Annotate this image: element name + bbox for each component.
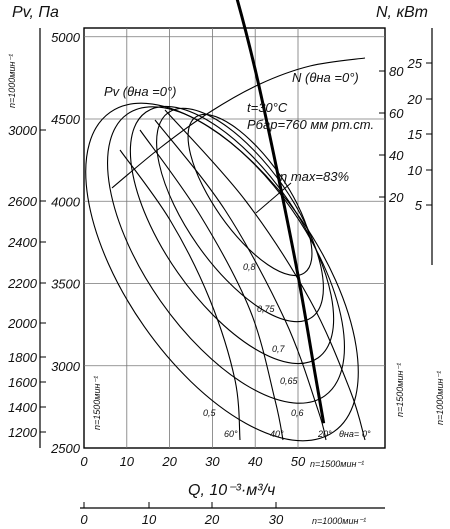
n-tick-1500-80: 80 xyxy=(389,64,404,79)
eff-label-0-5: 0,5 xyxy=(203,408,217,418)
efficiency-labels: 0,8 0,75 0,7 0,65 0,6 0,5 xyxy=(203,262,304,418)
y-tick-1500-5000: 5000 xyxy=(51,30,81,45)
power-curve xyxy=(111,57,366,189)
y-tick-1000-1800: 1800 xyxy=(8,350,38,365)
rpm-label-right-1500: n=1500мин⁻¹ xyxy=(395,363,405,417)
efficiency-loop-0 xyxy=(187,113,313,277)
rpm-label-right-1000: n=1000мин⁻¹ xyxy=(435,371,445,425)
efficiency-loop-4 xyxy=(85,102,359,442)
x-tick-1000-10: 10 xyxy=(142,512,157,527)
eff-label-0-65: 0,65 xyxy=(280,376,299,386)
plot-frame xyxy=(83,27,386,449)
grid xyxy=(84,28,385,448)
angle-label-60: 60° xyxy=(224,429,238,439)
y-tick-1000-1600: 1600 xyxy=(8,375,38,390)
n-tick-1000-20: 20 xyxy=(407,92,423,107)
eta-max-leader xyxy=(255,182,292,214)
n-tick-1500-20: 20 xyxy=(388,190,404,205)
efficiency-curves xyxy=(85,102,359,442)
y-tick-1500-4500: 4500 xyxy=(51,112,81,127)
n-tick-1000-15: 15 xyxy=(408,127,423,142)
efficiency-loop-2 xyxy=(129,105,335,365)
blade-angle-curves xyxy=(119,109,366,441)
x-tick-1500-20: 20 xyxy=(161,454,177,469)
y-tick-1500-2500: 2500 xyxy=(50,441,81,456)
rpm-label-left-1500: n=1500мин⁻¹ xyxy=(92,376,102,430)
eff-label-0-8: 0,8 xyxy=(243,262,256,272)
y-tick-1500-3000: 3000 xyxy=(51,359,81,374)
y-axis-title-power: N, кВт xyxy=(376,4,428,21)
angle-label-40: 40° xyxy=(270,429,284,439)
y-tick-1000-2000: 2000 xyxy=(7,316,38,331)
x-tick-1000-20: 20 xyxy=(204,512,220,527)
x-tick-1500-10: 10 xyxy=(120,454,135,469)
efficiency-loop-1 xyxy=(156,107,324,323)
x-tick-1000-0: 0 xyxy=(80,512,88,527)
x-axis-title: Q, 10⁻³·м³/ч xyxy=(188,482,275,499)
blade-curve-1 xyxy=(139,129,284,441)
y-tick-1000-3000: 3000 xyxy=(8,123,38,138)
eff-label-0-75: 0,75 xyxy=(257,304,276,314)
pv-curve-label: Pv (θна =0°) xyxy=(104,84,177,99)
eff-label-0-6: 0,6 xyxy=(291,408,304,418)
pv-curve xyxy=(235,0,326,424)
y-tick-1000-1400: 1400 xyxy=(8,400,38,415)
x-tick-1000-30: 30 xyxy=(269,512,284,527)
n-tick-1000-5: 5 xyxy=(415,198,423,213)
blade-curve-0 xyxy=(119,149,241,441)
n-tick-1000-25: 25 xyxy=(407,56,423,71)
x-tick-1500-50: 50 xyxy=(291,454,306,469)
y-tick-1000-1200: 1200 xyxy=(8,425,38,440)
y-tick-1000-2600: 2600 xyxy=(7,194,38,209)
x-tick-1500-30: 30 xyxy=(205,454,220,469)
blade-curve-3 xyxy=(164,109,366,441)
n-tick-1500-40: 40 xyxy=(389,148,404,163)
angle-label-20: 20° xyxy=(317,429,332,439)
axis-ticks: 0102030405025003000350040004500500055006… xyxy=(7,30,432,527)
angle-label-0: 0° xyxy=(362,429,371,439)
efficiency-loop-3 xyxy=(107,106,345,404)
y-tick-1000-2200: 2200 xyxy=(7,276,38,291)
eta-max-label: η max=83% xyxy=(280,169,349,184)
rpm-label-axis-1500: n=1500мин⁻¹ xyxy=(310,459,364,469)
y-tick-1000-2400: 2400 xyxy=(7,235,38,250)
rpm-label-axis-1000: n=1000мин⁻¹ xyxy=(312,516,366,526)
blade-curve-2 xyxy=(154,119,327,441)
angle-label-0-prefix: θна= xyxy=(339,429,359,439)
blade-angle-labels: 60° 40° 20° θна= 0° xyxy=(224,429,371,439)
power-curve-label: N (θна =0°) xyxy=(292,70,359,85)
temperature-label: t=30°C xyxy=(247,100,288,115)
eff-label-0-7: 0,7 xyxy=(272,344,286,354)
n-tick-1000-10: 10 xyxy=(408,163,423,178)
pressure-label: Pбар=760 мм рт.ст. xyxy=(247,117,374,132)
y-axis-title-pressure: Pv, Па xyxy=(12,4,59,21)
rpm-label-left-1000: n=1000мин⁻¹ xyxy=(7,54,17,108)
y-tick-1500-4000: 4000 xyxy=(51,194,81,209)
y-tick-1500-3500: 3500 xyxy=(51,277,81,292)
n-tick-1500-60: 60 xyxy=(389,106,404,121)
x-tick-1500-0: 0 xyxy=(80,454,88,469)
x-tick-1500-40: 40 xyxy=(248,454,263,469)
